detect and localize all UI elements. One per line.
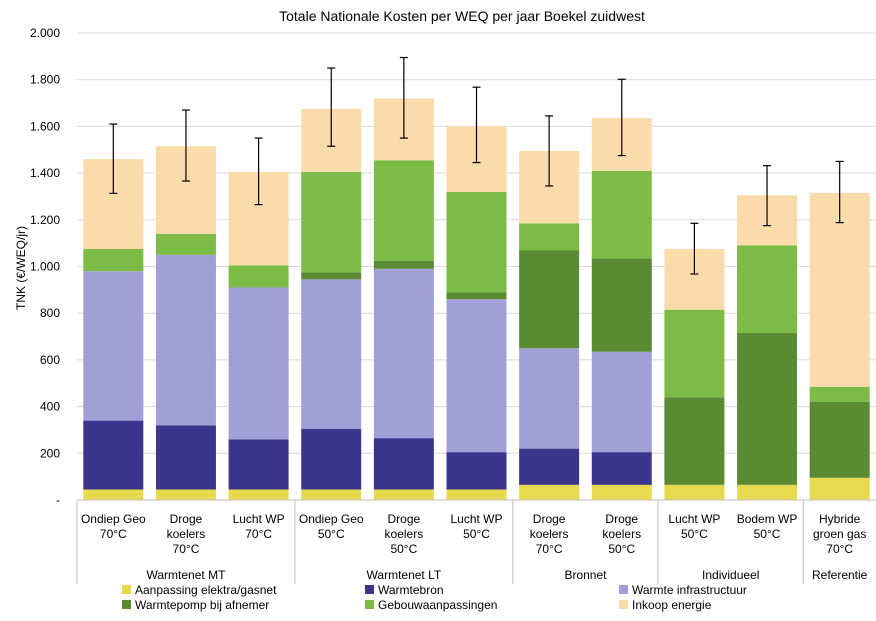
bar-segment (809, 386, 870, 402)
x-tick-label: Droge koelers 70°C (167, 512, 206, 556)
legend-label: Warmtebron (378, 583, 444, 597)
legend-label: Warmtepomp bij afnemer (135, 598, 269, 612)
x-tick-label: Lucht WP 70°C (233, 512, 285, 541)
bar-segment (446, 292, 507, 300)
group-label: Warmtenet MT (147, 568, 227, 582)
y-tick-label: 800 (40, 306, 60, 320)
bar-segment (519, 484, 580, 500)
bar-segment (446, 299, 507, 453)
bar-segment (301, 272, 362, 280)
legend-label: Gebouwaanpassingen (378, 598, 497, 612)
bar-segment (155, 425, 216, 490)
bar-segment (591, 258, 652, 352)
legend-swatch (365, 585, 374, 594)
bar-segment (519, 348, 580, 449)
legend-swatch (619, 600, 628, 609)
bar-segment (809, 192, 870, 387)
bar-segment (446, 452, 507, 490)
y-tick-label: 2.000 (30, 26, 60, 40)
legend: Aanpassing elektra/gasnet Warmtebron Warmt… (122, 583, 747, 612)
bar-segment (737, 333, 798, 485)
legend-label: Inkoop energie (632, 598, 712, 612)
y-tick-label: 1.000 (30, 260, 60, 274)
bar-segment (519, 223, 580, 251)
bar-segment (155, 489, 216, 500)
bar-segment (228, 489, 289, 500)
bar-segment (228, 439, 289, 490)
bar-segment (155, 254, 216, 426)
y-tick-label: 600 (40, 353, 60, 367)
bar-segment (228, 287, 289, 440)
bar-segment (809, 401, 870, 478)
bar-segment (301, 279, 362, 429)
y-tick-label: 1.200 (30, 213, 60, 227)
bar-segment (591, 484, 652, 500)
bar-segment (591, 452, 652, 485)
y-tick-label: 1.800 (30, 73, 60, 87)
bar-segment (301, 171, 362, 273)
legend-swatch (122, 600, 131, 609)
x-axis: Ondiep Geo 70°C Droge koelers 70°C Lucht WP 70… (76, 499, 876, 584)
x-tick-label: Droge koelers 50°C (385, 512, 424, 556)
error-bars (109, 56, 844, 275)
legend-swatch (122, 585, 131, 594)
bar-segment (301, 489, 362, 500)
y-tick-label: 1.600 (30, 119, 60, 133)
bar-segment (591, 351, 652, 453)
legend-swatch (619, 585, 628, 594)
bar-segment (664, 309, 725, 398)
bar-segment (664, 484, 725, 500)
legend-label: Warmte infrastructuur (632, 583, 747, 597)
y-axis-ticks: - 200 400 600 800 1.000 1.200 1.400 1.600 1.800 2.… (30, 26, 60, 507)
x-tick-label: Ondiep Geo 50°C (299, 512, 364, 541)
bar-segment (809, 477, 870, 500)
bar-segment (519, 448, 580, 485)
bar-segment (373, 260, 434, 269)
group-label: Individueel (702, 568, 759, 582)
bar-segment (519, 250, 580, 349)
bar-segment (83, 489, 144, 500)
y-tick-label: - (56, 493, 60, 507)
bar-segment (373, 489, 434, 500)
bar-segment (373, 438, 434, 490)
bar-segment (83, 248, 144, 272)
bar-segment (737, 245, 798, 334)
bar-segment (83, 420, 144, 490)
bar-segment (373, 160, 434, 261)
y-tick-label: 1.400 (30, 166, 60, 180)
bar-segment (301, 428, 362, 490)
bar-segment (155, 233, 216, 255)
y-tick-label: 400 (40, 400, 60, 414)
x-tick-label: Droge koelers 50°C (602, 512, 641, 556)
bar-segment (373, 268, 434, 439)
legend-label: Aanpassing elektra/gasnet (135, 583, 277, 597)
x-tick-label: Bodem WP 50°C (737, 512, 798, 541)
bar-segment (737, 484, 798, 500)
y-tick-label: 200 (40, 446, 60, 460)
bar-segment (446, 489, 507, 500)
group-label: Bronnet (564, 568, 607, 582)
x-tick-label: Lucht WP 50°C (668, 512, 720, 541)
bar-segment (83, 271, 144, 421)
bar-segment (664, 397, 725, 485)
bar-segment (446, 191, 507, 293)
x-tick-label: Lucht WP 50°C (450, 512, 502, 541)
group-label: Warmtenet LT (367, 568, 442, 582)
legend-swatch (365, 600, 374, 609)
y-axis-label: TNK (€/WEQ/jr) (14, 226, 28, 310)
group-label: Referentie (812, 568, 868, 582)
x-tick-label: Hybride groen gas 70°C (813, 512, 866, 556)
bar-segment (591, 170, 652, 259)
x-tick-label: Droge koelers 70°C (530, 512, 569, 556)
bar-segment (228, 265, 289, 288)
chart-title: Totale Nationale Kosten per WEQ per jaar… (279, 8, 645, 24)
x-tick-label: Ondiep Geo 70°C (81, 512, 146, 541)
